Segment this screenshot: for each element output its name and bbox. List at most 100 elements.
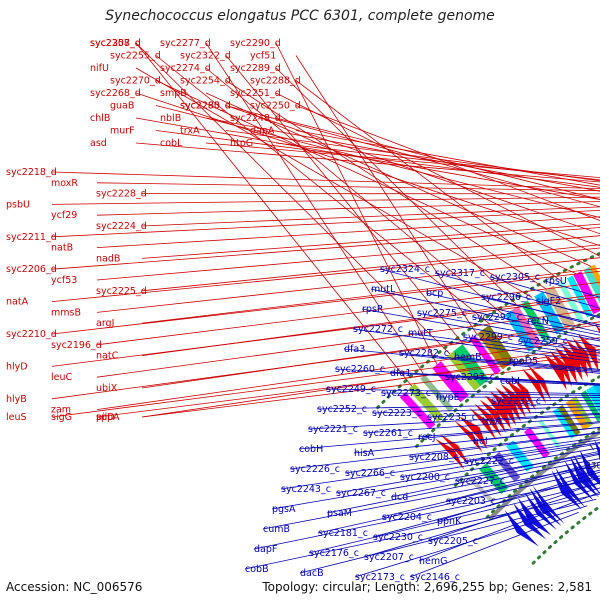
- forward-gene: [549, 350, 572, 387]
- reverse-gene-label: syc2181_c: [318, 528, 368, 539]
- forward-gene-label: syc2308_d: [90, 38, 141, 49]
- forward-gene-label: cobL: [160, 138, 183, 149]
- reverse-connector: [490, 399, 600, 402]
- reverse-gene-label: syc2230_c: [373, 532, 423, 543]
- reverse-connector: [298, 422, 600, 450]
- forward-gene-label: trxA: [180, 126, 200, 137]
- forward-gene: [521, 368, 547, 404]
- reverse-gene-label: hisA: [354, 448, 375, 459]
- reverse-connector: [435, 396, 600, 398]
- reverse-gene-label: syc2146_c: [410, 572, 460, 583]
- reverse-connector: [427, 481, 600, 542]
- reverse-gene-label: syc2272_c: [353, 324, 403, 335]
- forward-gene-label: sppA: [96, 412, 120, 423]
- reverse-gene-label: syc2232_c: [491, 396, 541, 407]
- reverse-gene-label: syc2207_c: [364, 552, 414, 563]
- reverse-gene-label: syc2275_c: [417, 308, 467, 319]
- forward-connector: [141, 360, 600, 418]
- reverse-connector: [416, 312, 600, 347]
- reverse-gene-label: syc2292_c: [472, 312, 522, 323]
- forward-connector: [155, 80, 577, 275]
- reverse-gene-label: syc2204_c: [382, 512, 432, 523]
- reverse-connector: [462, 336, 600, 357]
- reverse-gene-label: syc2267_c: [336, 488, 386, 499]
- forward-gene-label: psbU: [6, 199, 30, 210]
- reverse-gene-label: syc2260_c: [335, 364, 385, 375]
- reverse-connector: [353, 426, 600, 454]
- reverse-connector: [354, 505, 588, 578]
- reverse-connector: [372, 475, 600, 538]
- forward-connector: [141, 267, 600, 324]
- category-block: [557, 404, 581, 436]
- reverse-gene-label: syc2259_c: [518, 336, 568, 347]
- forward-gene-label: argJ: [96, 318, 114, 329]
- reverse-gene-label: syc2261_c: [363, 428, 413, 439]
- reverse-gene-label: syc2200_c: [400, 472, 450, 483]
- reverse-connector: [325, 388, 600, 395]
- reverse-gene-label: dfa3: [344, 344, 365, 355]
- reverse-gene-label: syc2235_c: [427, 412, 477, 423]
- reverse-connector: [352, 328, 600, 363]
- forward-gene-label: dapA: [250, 126, 275, 137]
- forward-connector: [155, 55, 491, 325]
- forward-gene-label: nblB: [160, 113, 181, 124]
- forward-gene-label: syc2218_d: [6, 167, 57, 178]
- genome-summary: Topology: circular; Length: 2,696,255 bp…: [262, 580, 592, 594]
- category-block: [580, 390, 600, 422]
- reverse-gene-label: hoI: [473, 436, 488, 447]
- reverse-connector: [363, 487, 600, 558]
- reverse-gene-label: syc2223_c: [372, 408, 422, 419]
- forward-connector: [96, 308, 600, 378]
- forward-gene-label: syc2228_d: [96, 189, 147, 200]
- forward-connector: [51, 345, 600, 418]
- reverse-connector: [344, 437, 600, 474]
- reverse-gene-label: sigF2: [536, 296, 561, 307]
- forward-gene-label: mmsB: [51, 307, 81, 318]
- reverse-gene-label: hemG: [419, 556, 447, 567]
- forward-connector: [205, 67, 505, 316]
- forward-gene: [489, 391, 517, 426]
- label-connectors: [51, 42, 600, 578]
- forward-gene-label: hlyB: [6, 394, 27, 405]
- forward-connector: [51, 171, 600, 190]
- forward-gene-label: leuC: [51, 372, 73, 383]
- forward-connector: [225, 80, 547, 290]
- reverse-gene-label: syc2305_c: [490, 272, 540, 283]
- reverse-connector: [398, 352, 600, 373]
- reverse-connector: [271, 452, 600, 510]
- reverse-connector: [499, 380, 600, 386]
- forward-connector: [135, 92, 600, 247]
- forward-gene-label: syc2288_d: [250, 76, 301, 87]
- forward-connector: [135, 117, 600, 200]
- genome-backbone: [487, 429, 600, 521]
- forward-gene-label: ycf29: [51, 210, 77, 221]
- forward-gene-label: syc2277_d: [160, 38, 211, 49]
- reverse-gene-label: syc2208_c: [409, 452, 459, 463]
- forward-gene: [454, 420, 483, 453]
- reverse-gene-label: ppnK: [437, 516, 462, 527]
- forward-gene-label: syc2280_d: [180, 101, 231, 112]
- reverse-gene-label: syc2243_c: [281, 484, 331, 495]
- forward-connector: [225, 105, 600, 235]
- forward-connector: [225, 105, 600, 208]
- reverse-gene-label: cobH: [299, 444, 323, 455]
- reverse-connector: [370, 288, 600, 340]
- reverse-gene-label: dfa1: [390, 368, 411, 379]
- forward-connector: [155, 130, 600, 188]
- reverse-gene-label: syc2293_c: [445, 372, 495, 383]
- reverse-gene-label: syc2226_c: [290, 464, 340, 475]
- reverse-gene-label: mutL: [371, 284, 396, 295]
- forward-gene-label: syc2257_d: [90, 38, 141, 49]
- forward-connector: [141, 206, 600, 227]
- reverse-gene: [555, 467, 586, 508]
- reverse-connector: [426, 409, 600, 418]
- forward-gene-label: guaB: [110, 101, 134, 112]
- forward-gene-label: pilD: [96, 412, 115, 423]
- forward-connector: [135, 42, 413, 387]
- forward-connector: [141, 348, 600, 418]
- forward-gene: [439, 433, 469, 466]
- reverse-connector: [425, 292, 600, 333]
- reverse-gene-label: syc2282_c: [399, 348, 449, 359]
- forward-gene-label: syc2211_d: [6, 232, 57, 243]
- reverse-gene: [573, 454, 600, 494]
